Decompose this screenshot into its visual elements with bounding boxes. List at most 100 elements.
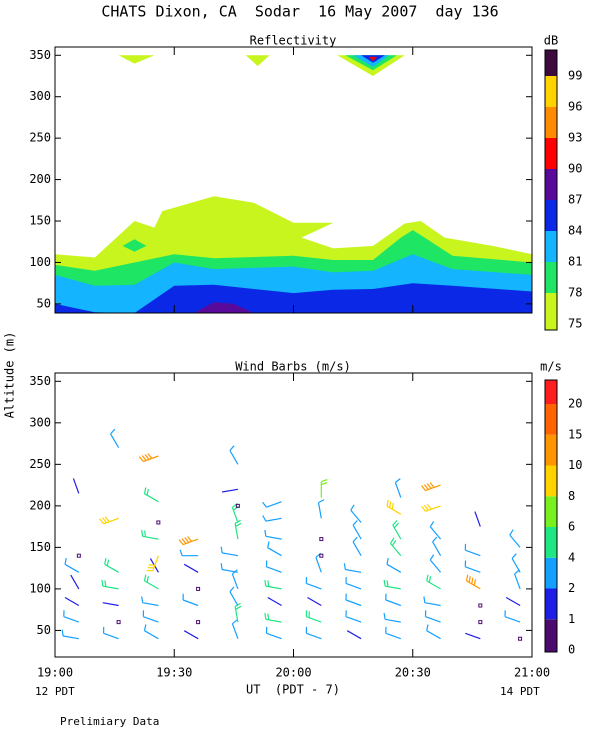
- colorbar-frame: [544, 49, 558, 331]
- wind-barb: [421, 482, 441, 492]
- colorbar-tick-label: 87: [568, 193, 582, 207]
- y-tick-label: 250: [29, 131, 51, 145]
- colorbar-tick-label: 75: [568, 317, 582, 331]
- wind-barb: [142, 610, 159, 623]
- wind-barb: [182, 593, 199, 607]
- wind-barb: [504, 610, 521, 623]
- x-tick-label: 20:30: [395, 666, 431, 680]
- wind-barb: [231, 619, 239, 639]
- wind-barb: [234, 519, 242, 540]
- wind-barb: [511, 553, 521, 573]
- colorbar-frame: [544, 379, 558, 653]
- wind-barb: [505, 596, 521, 607]
- plot-frame: [54, 372, 533, 658]
- wind-barb: [138, 453, 159, 463]
- wind-barb: [265, 560, 282, 573]
- calm-marker: [478, 620, 483, 625]
- wind-barb: [141, 529, 159, 540]
- colorbar-tick-label: 20: [568, 397, 582, 411]
- plot-area: [55, 55, 532, 313]
- wind-barb: [183, 630, 199, 640]
- calm-marker: [76, 553, 81, 558]
- colorbar-tick-label: 4: [568, 550, 575, 564]
- wind-barb: [465, 574, 481, 590]
- wind-barb: [345, 610, 362, 623]
- colorbar-swatch: [545, 107, 557, 138]
- colorbar-swatch: [545, 465, 557, 497]
- calm-marker: [478, 603, 483, 608]
- wind-barb: [383, 579, 401, 590]
- left-note: 12 PDT: [35, 685, 75, 698]
- colorbar-swatch: [545, 138, 557, 169]
- wind-barb: [315, 552, 322, 573]
- colorbar-tick-label: 93: [568, 131, 582, 145]
- y-tick-label: 200: [29, 172, 51, 186]
- y-tick-label: 100: [29, 255, 51, 269]
- y-tick-label: 150: [29, 540, 51, 554]
- wind-barb: [141, 596, 159, 607]
- wind-barb: [220, 546, 239, 557]
- wind-barb: [229, 445, 239, 465]
- y-tick-label: 150: [29, 214, 51, 228]
- calm-marker: [518, 636, 523, 641]
- y-tick-label: 350: [29, 374, 51, 388]
- wind-barb: [64, 557, 80, 573]
- calm-marker: [319, 553, 324, 558]
- wind-barb: [70, 574, 80, 590]
- colorbar-swatch: [545, 434, 557, 466]
- colorbar-swatch: [545, 293, 557, 330]
- colorbar-swatch: [545, 231, 557, 262]
- wind-barb: [179, 549, 199, 557]
- footer: Prelimiary Data: [60, 715, 159, 728]
- wind-barb: [102, 602, 119, 607]
- wind-barb: [264, 579, 282, 590]
- x-label: UT (PDT - 7): [246, 683, 340, 697]
- colorbar-label: m/s: [540, 360, 562, 374]
- wind-barb: [421, 503, 441, 512]
- colorbar-swatch: [545, 200, 557, 231]
- wind-barb: [429, 521, 442, 540]
- x-tick-label: 21:00: [514, 666, 550, 680]
- wind-barb: [424, 610, 441, 623]
- wind-barb: [386, 557, 402, 573]
- wind-barb: [234, 602, 242, 623]
- wind-barb: [72, 478, 80, 494]
- wind-barb: [178, 536, 199, 546]
- wind-barb: [64, 596, 80, 607]
- colorbar-swatch: [545, 262, 557, 293]
- wind-barb: [345, 593, 362, 607]
- wind-barb: [267, 596, 282, 607]
- calm-marker: [116, 620, 121, 625]
- y-tick-label: 100: [29, 581, 51, 595]
- wind-barb: [264, 613, 282, 623]
- wind-barb: [352, 520, 362, 540]
- wind-barb: [389, 537, 402, 557]
- right-note: 14 PDT: [500, 685, 540, 698]
- wind-barb: [99, 516, 119, 525]
- wind-barb: [432, 536, 442, 556]
- x-tick-label: 19:00: [37, 666, 73, 680]
- wind-barb: [264, 529, 282, 540]
- contour-region: [122, 239, 147, 252]
- contour-region: [194, 302, 254, 313]
- wind-barb: [101, 579, 119, 590]
- wind-barb: [143, 574, 159, 590]
- wind-barb: [514, 569, 521, 590]
- wind-barb: [229, 586, 239, 606]
- wind-barb: [352, 536, 362, 556]
- calm-marker: [319, 537, 324, 542]
- y-tick-label: 250: [29, 457, 51, 471]
- wind-barb: [343, 563, 362, 573]
- wind-barb: [394, 478, 402, 498]
- colorbar-swatch: [545, 619, 557, 652]
- colorbar-swatch: [545, 496, 557, 527]
- panel-title: Wind Barbs (m/s): [235, 360, 351, 374]
- y-tick-label: 200: [29, 498, 51, 512]
- wind-barb: [392, 520, 402, 540]
- wind-barb: [221, 488, 239, 493]
- y-label: Altitude (m): [3, 332, 17, 419]
- colorbar-tick-label: 84: [568, 224, 582, 238]
- contour-region: [245, 55, 270, 67]
- colorbar-tick-label: 8: [568, 489, 575, 503]
- wind-barb: [262, 515, 282, 522]
